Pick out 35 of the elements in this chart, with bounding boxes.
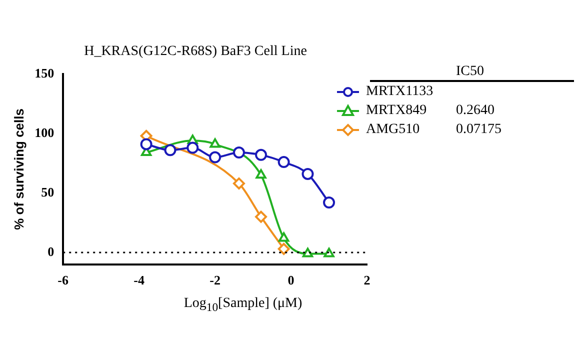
- legend-label: MRTX849: [366, 102, 428, 118]
- x-tick-label: 2: [364, 272, 370, 288]
- legend-label: AMG510: [366, 122, 421, 138]
- x-tick-label: -4: [134, 272, 145, 288]
- x-tick-label: -6: [58, 272, 70, 288]
- point: [255, 210, 268, 223]
- legend-label: MRTX1133: [366, 84, 434, 100]
- point: [278, 156, 290, 168]
- text: 0.07175: [456, 122, 502, 138]
- point: [278, 232, 290, 242]
- point: [302, 168, 314, 180]
- point: [232, 146, 245, 159]
- point: [256, 169, 266, 179]
- point: [140, 138, 152, 150]
- text: 0.2640: [456, 102, 494, 118]
- y-tick-label: 50: [41, 184, 54, 200]
- point: [186, 142, 199, 154]
- y-tick-label: 0: [48, 244, 54, 259]
- x-tick-label: -2: [210, 272, 220, 288]
- x-tick-label: 0: [288, 272, 294, 288]
- point: [210, 138, 220, 148]
- point: [232, 177, 245, 190]
- y-tick-label: 100: [34, 124, 54, 140]
- point: [209, 151, 222, 164]
- x-axis-title: Log$_{10}$[Sample] (μM): [182, 296, 304, 314]
- point: [324, 248, 334, 258]
- y-axis-title: % of surviving cells: [11, 108, 26, 230]
- y-tick-label: 150: [34, 65, 54, 80]
- chart-title: H_KRAS(G12C-R68S) BaF3 Cell Line: [83, 43, 308, 60]
- point: [323, 196, 336, 209]
- point: [302, 248, 314, 258]
- legend-title: IC50: [370, 64, 574, 82]
- point: [164, 144, 176, 156]
- point: [278, 242, 290, 255]
- point: [255, 148, 268, 161]
